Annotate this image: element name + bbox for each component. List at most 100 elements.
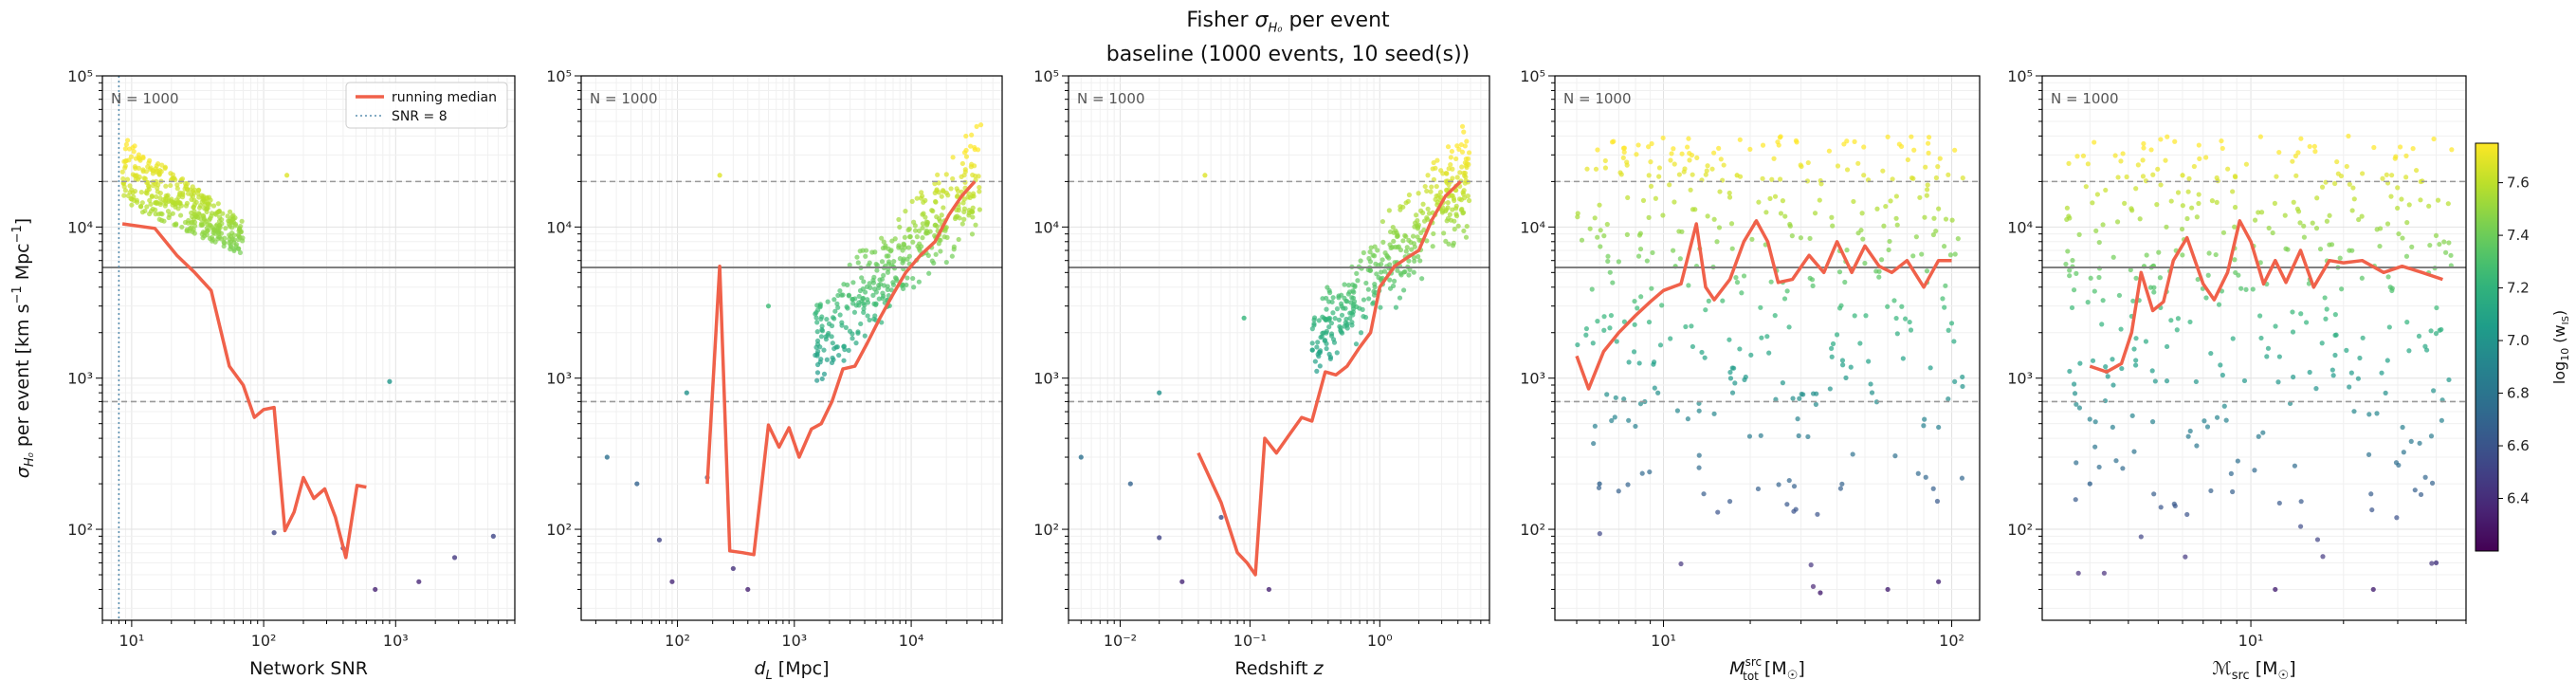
colorbar-tick-label: 6.8 [2507, 385, 2530, 402]
scatter-point [950, 155, 956, 160]
scatter-point [977, 184, 982, 191]
scatter-point [1671, 248, 1676, 253]
scatter-point [1639, 470, 1645, 476]
scatter-point [1651, 361, 1656, 367]
scatter-point [959, 221, 965, 227]
scatter-point [1406, 237, 1412, 243]
colorbar-tick-label: 7.6 [2507, 175, 2530, 192]
scatter-point [1607, 269, 1613, 275]
scatter-point [196, 194, 202, 200]
scatter-point [1900, 356, 1906, 361]
scatter-point [215, 230, 221, 235]
scatter-point [2252, 217, 2258, 223]
scatter-point [1648, 183, 1654, 189]
scatter-point [1426, 211, 1433, 216]
scatter-point [2074, 270, 2079, 276]
scatter-point [1589, 286, 1595, 292]
scatter-point [1438, 168, 1444, 174]
scatter-point [1727, 369, 1733, 376]
y-tick-label: 10⁴ [1520, 218, 1545, 236]
scatter-point [1391, 230, 1397, 235]
scatter-point [1387, 262, 1393, 267]
scatter-point [933, 251, 939, 257]
scatter-point [137, 157, 143, 163]
scatter-point [2431, 388, 2437, 394]
colorbar-tick-label: 7.2 [2507, 280, 2530, 297]
scatter-point [2337, 255, 2343, 261]
scatter-point [963, 154, 970, 159]
x-tick-label: 10² [665, 632, 690, 650]
y-tick-label: 10³ [1520, 370, 1545, 388]
scatter-point [1829, 345, 1835, 351]
scatter-point [2096, 274, 2102, 281]
scatter-point [1834, 332, 1840, 338]
scatter-point [2116, 292, 2123, 299]
scatter-point [451, 555, 458, 561]
scatter-point [1424, 214, 1430, 221]
scatter-point [1370, 252, 1376, 258]
scatter-point [1960, 383, 1965, 390]
scatter-point [819, 376, 825, 382]
scatter-point [821, 371, 828, 377]
scatter-point [921, 199, 926, 205]
scatter-point [943, 172, 949, 177]
scatter-point [2389, 285, 2395, 291]
scatter-point [1454, 143, 1460, 149]
scatter-point [2090, 200, 2095, 206]
scatter-point [2130, 298, 2136, 304]
scatter-point [1309, 347, 1315, 353]
scatter-point [902, 234, 907, 240]
scatter-point [2194, 214, 2200, 220]
scatter-point [2102, 397, 2109, 404]
scatter-point [2368, 491, 2374, 497]
scatter-point [865, 300, 871, 305]
scatter-point [2359, 275, 2365, 281]
scatter-point [1466, 150, 1472, 156]
panel-frame [101, 75, 516, 621]
scatter-point [2370, 586, 2376, 593]
scatter-point [2428, 433, 2435, 439]
scatter-point [1453, 203, 1459, 209]
scatter-point [1437, 190, 1444, 195]
scatter-point [902, 245, 908, 250]
scatter-point [1813, 401, 1818, 407]
scatter-point [1706, 298, 1711, 304]
scatter-point [2232, 204, 2238, 211]
scatter-point [239, 218, 245, 224]
scatter-point [1959, 475, 1965, 481]
y-tick-label: 10² [2007, 521, 2033, 539]
scatter-point [1373, 261, 1379, 267]
scatter-point [1624, 231, 1630, 237]
scatter-point [154, 193, 159, 200]
scatter-point [2290, 329, 2296, 335]
scatter-point [2103, 364, 2109, 370]
scatter-point [184, 200, 191, 206]
scatter-point [1464, 223, 1470, 230]
scatter-point [1784, 288, 1790, 294]
scatter-point [1461, 129, 1467, 135]
scatter-point [215, 225, 222, 230]
scatter-point [2067, 273, 2073, 279]
scatter-point [1583, 325, 1590, 332]
scatter-point [1759, 335, 1764, 340]
scatter-point [2250, 286, 2256, 292]
scatter-point [1952, 251, 1958, 257]
scatter-point [1899, 304, 1905, 309]
scatter-point [969, 231, 976, 237]
scatter-point [1960, 374, 1965, 380]
scatter-point [869, 249, 875, 255]
scatter-point [837, 287, 843, 294]
scatter-point [218, 216, 225, 223]
scatter-point [1910, 253, 1916, 259]
scatter-point [925, 252, 931, 259]
scatter-point [1127, 481, 1133, 487]
scatter-point [1339, 330, 1345, 336]
scatter-point [2332, 180, 2338, 187]
scatter-point [192, 223, 198, 229]
scatter-point [1372, 282, 1378, 287]
scatter-point [1748, 352, 1754, 358]
scatter-point [2092, 419, 2098, 425]
scatter-point [1946, 327, 1951, 333]
scatter-point [2158, 137, 2164, 142]
scatter-point [1755, 486, 1762, 492]
